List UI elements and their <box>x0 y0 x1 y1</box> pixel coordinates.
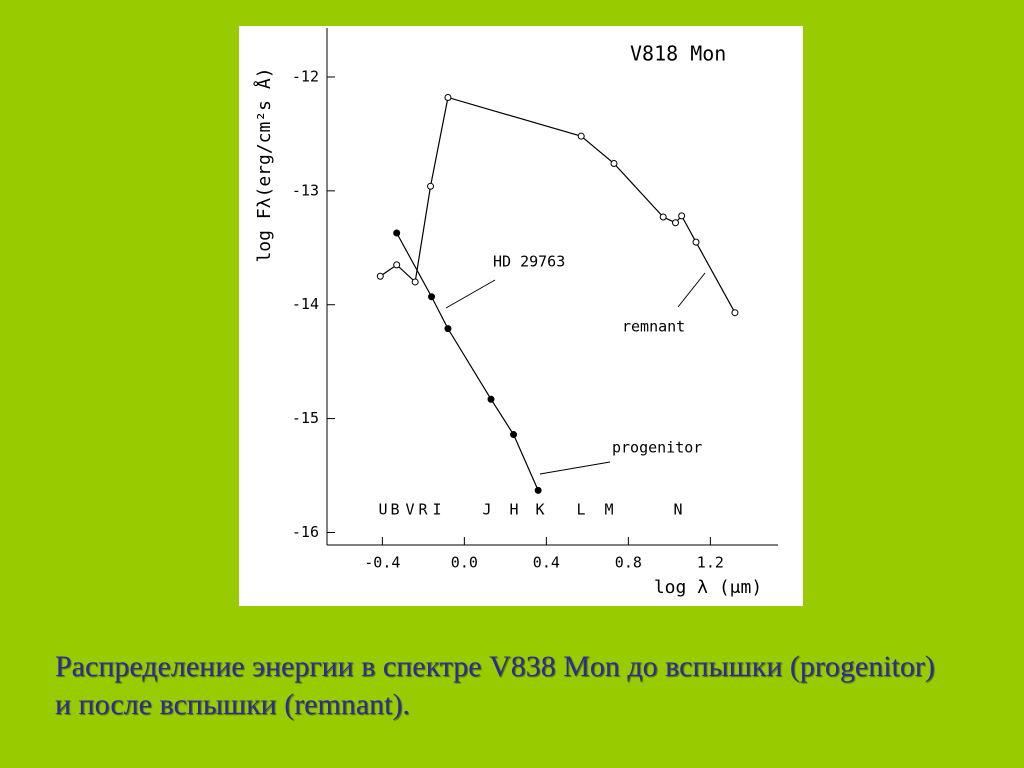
leader-line <box>445 279 496 309</box>
x-tick-label: 0.4 <box>533 554 560 572</box>
data-point <box>678 212 686 220</box>
series-label: remnant <box>622 318 685 336</box>
band-label: N <box>673 501 682 519</box>
leader-line <box>539 461 611 475</box>
band-label: K <box>535 501 544 519</box>
series-line <box>379 96 736 313</box>
data-point <box>393 229 401 237</box>
x-tick-label: 0.8 <box>615 554 642 572</box>
band-label: I <box>432 501 441 519</box>
x-tick-label: -0.4 <box>364 554 400 572</box>
data-point <box>444 93 452 101</box>
band-label: R <box>418 501 428 519</box>
data-point <box>427 182 435 190</box>
data-point <box>393 261 401 269</box>
series-label: progenitor <box>612 439 702 457</box>
y-tick-label: -15 <box>292 409 319 427</box>
data-point <box>659 213 667 221</box>
x-tick-label: 0.0 <box>451 554 478 572</box>
data-point <box>444 325 452 333</box>
band-label: J <box>482 501 491 519</box>
y-tick-label: -16 <box>292 523 319 541</box>
band-label: M <box>604 501 613 519</box>
leader-line <box>677 272 706 308</box>
data-point <box>376 272 384 280</box>
x-axis-label: log λ (μm) <box>654 577 762 598</box>
y-tick-label: -14 <box>292 295 319 313</box>
data-point <box>672 219 679 227</box>
data-point <box>692 238 700 246</box>
data-point <box>731 309 739 317</box>
y-tick-label: -13 <box>292 181 319 199</box>
data-point <box>577 132 585 140</box>
annotation: HD 29763 <box>493 253 565 271</box>
chart-panel <box>239 26 803 606</box>
data-point <box>487 395 495 403</box>
x-tick-label: 1.2 <box>697 554 724 572</box>
data-point <box>510 431 518 439</box>
chart-title: V818 Mon <box>630 42 726 66</box>
data-point <box>411 278 419 286</box>
band-label: V <box>405 501 414 519</box>
y-axis-label: log Fλ(erg/cm²s Å) <box>253 67 275 262</box>
band-label: B <box>390 501 399 519</box>
band-label: L <box>576 501 585 519</box>
band-label: H <box>509 501 518 519</box>
series-line <box>396 232 539 491</box>
data-point <box>610 160 618 168</box>
y-tick-label: -12 <box>292 67 319 85</box>
data-point <box>428 293 436 301</box>
caption: Распределение энергии в спектре V838 Mon… <box>55 650 935 721</box>
band-label: U <box>378 501 387 519</box>
data-point <box>534 486 542 494</box>
